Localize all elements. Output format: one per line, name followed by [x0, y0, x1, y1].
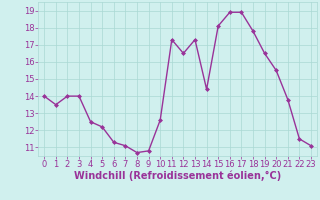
X-axis label: Windchill (Refroidissement éolien,°C): Windchill (Refroidissement éolien,°C) [74, 171, 281, 181]
